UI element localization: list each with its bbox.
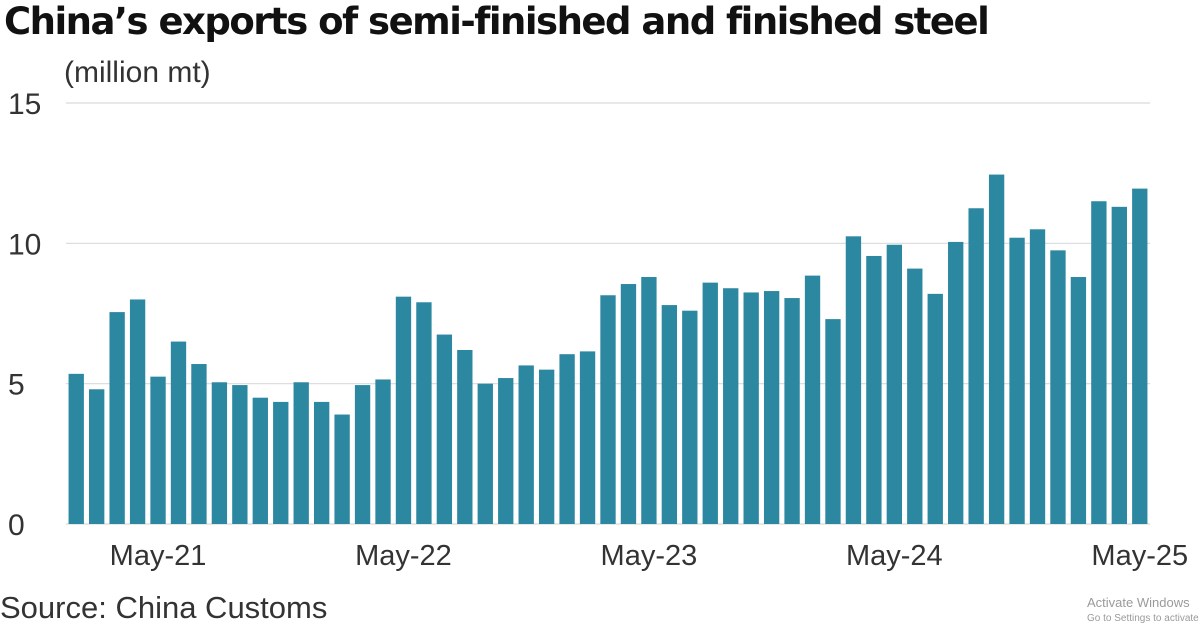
bar-Feb-25 — [1070, 277, 1087, 524]
y-tick-label: 15 — [8, 88, 41, 121]
bar-Oct-21 — [252, 397, 268, 524]
y-tick-label: 5 — [8, 369, 25, 402]
bar-Sep-23 — [723, 288, 739, 524]
bar-Mar-21 — [109, 312, 125, 524]
bar-Feb-21 — [89, 389, 105, 524]
bar-Mar-22 — [354, 385, 371, 524]
bar-Apr-23 — [620, 284, 637, 524]
windows-activation-watermark-subtext: Go to Settings to activate Windows. — [1087, 613, 1200, 624]
source-note: Source: China Customs — [0, 590, 328, 625]
bar-Oct-22 — [498, 378, 514, 524]
bar-Jul-21 — [191, 364, 207, 524]
bar-Dec-24 — [1029, 229, 1046, 525]
bar-Oct-23 — [743, 292, 759, 524]
bar-Jan-25 — [1050, 250, 1066, 524]
bars — [68, 174, 1148, 525]
bar-Aug-24 — [948, 241, 964, 524]
bar-Jul-24 — [927, 293, 943, 524]
bar-Sep-21 — [232, 385, 248, 524]
bar-Jan-23 — [559, 354, 575, 524]
y-axis-ticks: 0 5 10 15 — [8, 88, 41, 542]
bar-Dec-21 — [293, 382, 309, 524]
bar-Jun-21 — [170, 341, 187, 524]
bar-Apr-24 — [866, 255, 882, 525]
bar-May-21 — [150, 376, 166, 524]
bar-Nov-24 — [1009, 237, 1025, 524]
bar-Aug-23 — [702, 282, 718, 524]
y-axis-unit-label: (million mt) — [64, 56, 211, 89]
bar-Jun-23 — [661, 305, 678, 524]
bar-Dec-23 — [784, 298, 800, 524]
bar-Jul-23 — [682, 310, 698, 524]
x-tick-label: May-21 — [110, 540, 207, 572]
x-tick-label: May-23 — [601, 540, 698, 572]
bar-Oct-24 — [988, 174, 1005, 524]
bar-Apr-22 — [375, 379, 391, 524]
x-tick-label: May-24 — [846, 540, 943, 572]
bar-Sep-22 — [477, 383, 493, 524]
bar-Jun-22 — [416, 302, 432, 524]
bar-Dec-22 — [538, 369, 555, 524]
bar-May-23 — [641, 277, 657, 524]
chart-title: China’s exports of semi-finished and fin… — [4, 0, 990, 43]
bar-Mar-23 — [600, 295, 616, 524]
windows-activation-watermark: Activate Windows — [1087, 595, 1190, 610]
bar-May-24 — [886, 244, 903, 524]
bar-Sep-24 — [968, 208, 984, 524]
bar-Nov-21 — [273, 401, 289, 524]
bar-Jul-22 — [436, 334, 453, 524]
bar-Jan-24 — [804, 275, 821, 524]
bar-Nov-22 — [518, 365, 534, 524]
x-tick-label: May-22 — [355, 540, 452, 572]
y-tick-label: 10 — [8, 228, 41, 261]
bar-Feb-22 — [334, 414, 350, 524]
bar-Apr-21 — [129, 299, 146, 524]
bar-Feb-23 — [579, 351, 596, 524]
y-tick-label: 0 — [8, 509, 25, 542]
x-tick-label: May-25 — [1091, 540, 1188, 572]
bar-Aug-22 — [457, 349, 473, 524]
bar-Aug-21 — [211, 382, 228, 524]
bar-Mar-24 — [845, 236, 862, 525]
bar-Nov-23 — [763, 291, 780, 524]
bar-May-22 — [395, 296, 412, 524]
bar-Jan-22 — [313, 401, 330, 524]
bar-Apr-25 — [1111, 206, 1127, 524]
bar-Jun-24 — [907, 268, 923, 524]
bar-Mar-25 — [1091, 201, 1107, 524]
x-axis-ticks: May-21 May-22 May-23 May-24 May-25 — [110, 540, 1188, 572]
bar-May-25 — [1132, 188, 1148, 524]
bar-Feb-24 — [825, 319, 841, 524]
bar-Jan-21 — [68, 373, 84, 524]
